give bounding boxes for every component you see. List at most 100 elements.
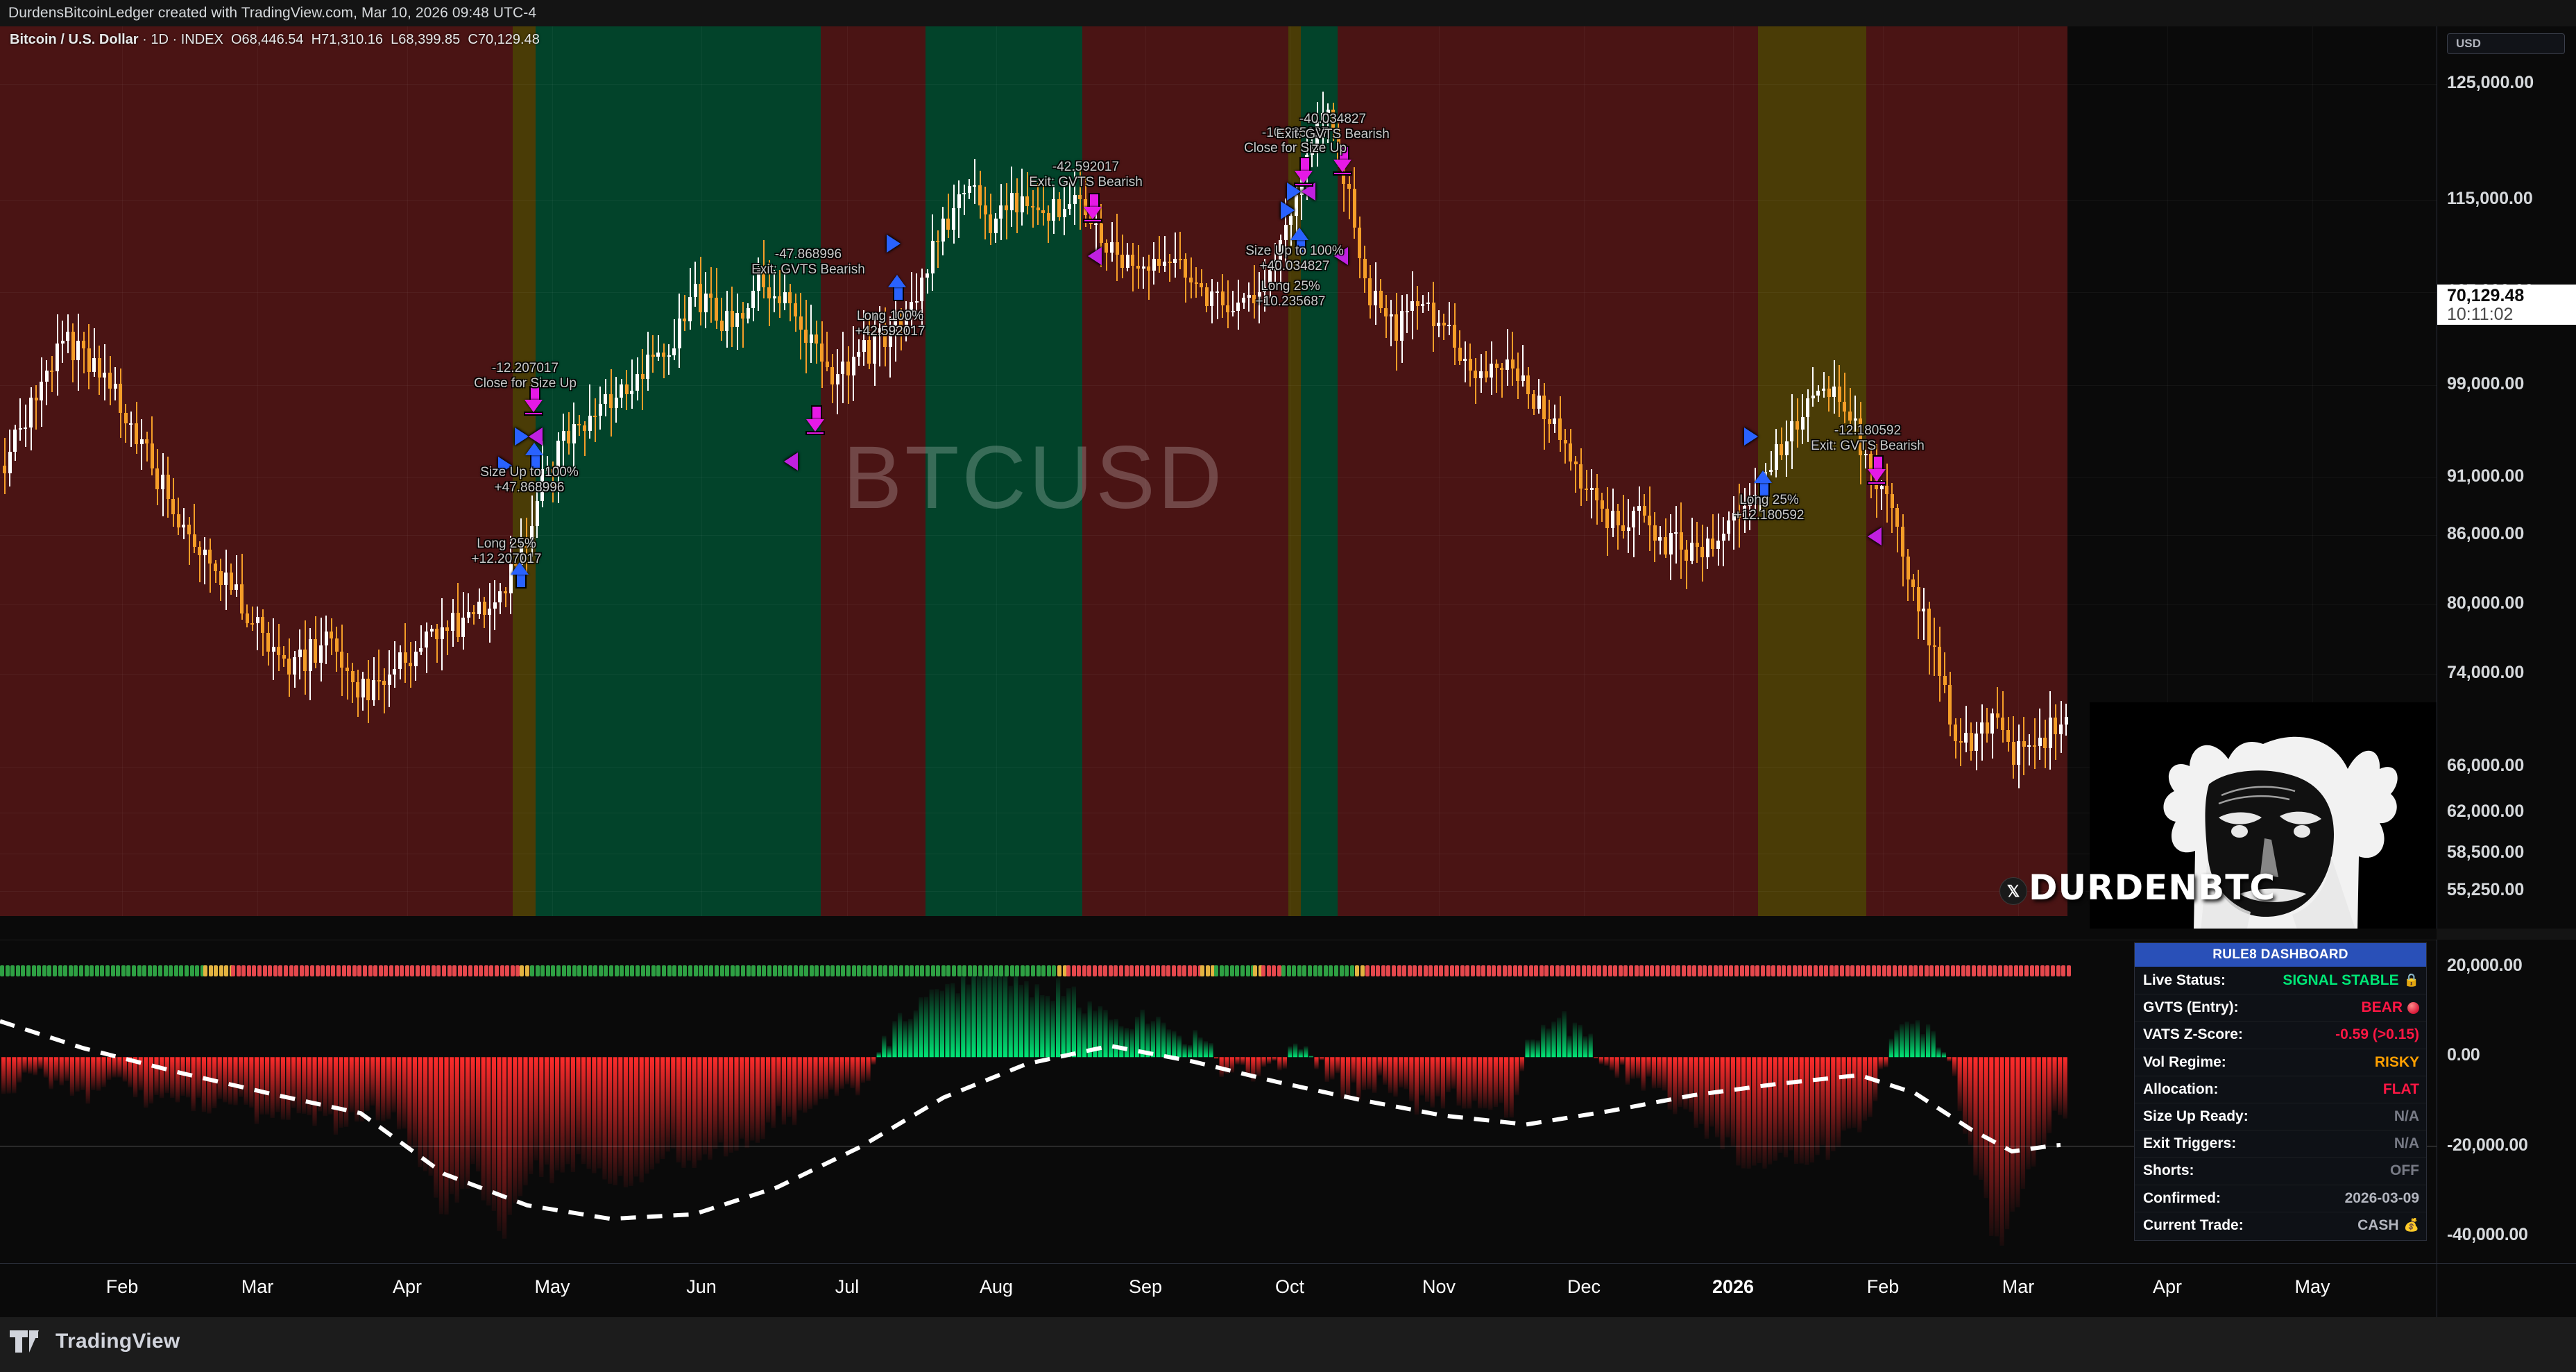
ribbon-cell-bear (1882, 965, 1886, 976)
candle-wick (251, 606, 253, 632)
histogram-bar (207, 1057, 212, 1114)
histogram-bar (217, 1057, 222, 1099)
ribbon-cell-bull (804, 965, 809, 976)
candle-body (504, 591, 507, 594)
candle-body (1178, 259, 1182, 261)
legend-interval[interactable]: 1D (151, 32, 169, 47)
legend-symbol[interactable]: Bitcoin / U.S. Dollar (10, 32, 139, 47)
histogram-bar (1304, 1046, 1308, 1058)
histogram-bar (1003, 970, 1008, 1058)
dashboard-row-exittriggers: Exit Triggers: N/A (2135, 1130, 2426, 1157)
currency-chip[interactable]: USD (2447, 33, 2565, 54)
ribbon-cell-bear (1934, 965, 1939, 976)
ribbon-cell-bull (1302, 965, 1307, 976)
ribbon-cell-bull (116, 965, 121, 976)
candle-body (1295, 194, 1298, 217)
candle-wick (1132, 243, 1134, 292)
candle-body (208, 550, 212, 564)
chart-legend[interactable]: Bitcoin / U.S. Dollar · 1D · INDEX O68,4… (10, 32, 540, 48)
ribbon-cell-bear (1808, 965, 1813, 976)
tradingview-logo[interactable]: TradingView (10, 1330, 180, 1353)
candle-body (809, 334, 813, 343)
price-axis[interactable]: USD 125,000.00115,000.00107,000.0099,000… (2437, 26, 2576, 929)
histogram-bar (787, 1057, 792, 1117)
candle-body (1695, 542, 1699, 547)
candle-body (1315, 121, 1320, 148)
histogram-bar (645, 1057, 649, 1174)
candle-body (999, 205, 1003, 219)
ribbon-cell-bear (1140, 965, 1145, 976)
ribbon-cell-bear (1713, 965, 1718, 976)
logo-dot-icon (31, 1330, 38, 1338)
candle-wick (436, 623, 438, 663)
indicator-pane[interactable]: [DurdenBTC] RULE8 -12,022.570.00-19,569.… (0, 940, 2437, 1263)
ribbon-cell-bull (572, 965, 577, 976)
candle-wick (863, 310, 865, 366)
ribbon-cell-bull (15, 965, 20, 976)
candle-body (1204, 287, 1209, 307)
candle-body (472, 612, 476, 614)
red-dot-icon (2407, 1001, 2419, 1014)
price-chart-pane[interactable]: BTCUSD Long 25% +12.207017 Size Up to 100%… (0, 26, 2437, 929)
histogram-bar (1636, 1057, 1641, 1078)
candle-body (1669, 532, 1673, 554)
ribbon-cell-bear (1402, 965, 1407, 976)
candle-wick (1564, 428, 1567, 464)
ribbon-cell-bull (0, 965, 4, 976)
candle-body (1674, 532, 1678, 534)
candle-body (1859, 418, 1863, 456)
indicator-axis[interactable]: 20,000.00 0.00 -20,000.00 -40,000.00 (2437, 940, 2576, 1263)
price-tick: 74,000.00 (2447, 663, 2525, 683)
histogram-bar (998, 969, 1003, 1058)
dashboard-row-livestatus: Live Status: SIGNAL STABLE 🔒 (2135, 967, 2426, 994)
dashboard-row-key: VATS Z-Score: (2143, 1026, 2243, 1043)
regime-zone-bear (1338, 26, 1758, 929)
histogram-bar (370, 1057, 375, 1106)
histogram-bar (1282, 1057, 1287, 1069)
candle-body (366, 678, 370, 700)
ribbon-cell-bull (200, 965, 205, 976)
candle-body (340, 652, 344, 668)
histogram-bar (138, 1057, 143, 1091)
candle-body (92, 357, 96, 372)
candle-body (451, 612, 454, 631)
time-axis[interactable]: Feb Mar Apr May Jun Jul Aug Sep Oct Nov Dec 2026 Feb… (0, 1263, 2576, 1317)
candle-body (756, 268, 760, 291)
candle-wick (198, 541, 201, 583)
ribbon-cell-bear (1618, 965, 1623, 976)
ribbon-cell-bear (484, 965, 488, 976)
histogram-bar (1894, 1030, 1899, 1058)
ribbon-cell-bear (2008, 965, 2013, 976)
histogram-bar (65, 1057, 69, 1081)
candle-body (1806, 398, 1810, 418)
dashboard-row-key: Live Status: (2143, 972, 2226, 988)
ribbon-cell-bull (179, 965, 184, 976)
ribbon-cell-bull (651, 965, 656, 976)
candle-wick (1691, 517, 1693, 565)
ribbon-cell-bear (495, 965, 499, 976)
histogram-bar (201, 1057, 206, 1112)
histogram-bar (291, 1057, 296, 1108)
ribbon-cell-bull (142, 965, 147, 976)
regime-zone-bear (0, 26, 513, 929)
candle-body (1532, 393, 1535, 409)
ribbon-cell-bull (904, 965, 909, 976)
candlestick-series (0, 26, 2437, 929)
histogram-bar (760, 1057, 765, 1140)
candle-body (1279, 239, 1283, 260)
ribbon-cell-bull (873, 965, 877, 976)
candle-body (176, 514, 180, 528)
ribbon-cell-bull (825, 965, 830, 976)
ribbon-cell-bear (1581, 965, 1586, 976)
candle-wick (1200, 269, 1202, 296)
rule8-dashboard[interactable]: RULE8 DASHBOARD Live Status: SIGNAL STABL… (2134, 942, 2427, 1241)
candle-body (835, 374, 839, 385)
histogram-bar (971, 965, 976, 1058)
histogram-bar (1820, 1057, 1825, 1146)
histogram-bar (1045, 995, 1050, 1058)
ribbon-cell-bear (1871, 965, 1876, 976)
candle-body (1052, 199, 1056, 221)
candle-wick (1881, 480, 1883, 510)
histogram-bar (249, 1057, 254, 1108)
candle-wick (182, 507, 185, 539)
